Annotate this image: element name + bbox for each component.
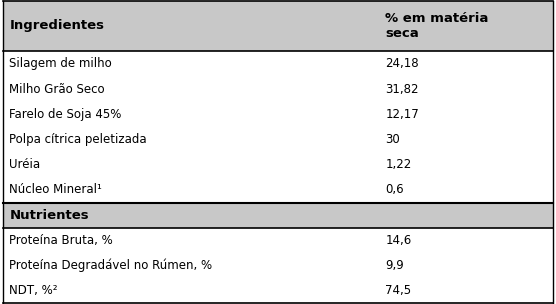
- Bar: [3, 152, 553, 177]
- Text: Silagem de milho: Silagem de milho: [9, 57, 112, 71]
- Text: 14,6: 14,6: [385, 234, 411, 247]
- Bar: [3, 1, 553, 51]
- Text: 12,17: 12,17: [385, 108, 419, 121]
- Bar: [3, 228, 553, 253]
- Text: NDT, %²: NDT, %²: [9, 284, 58, 297]
- Text: Polpa cítrica peletizada: Polpa cítrica peletizada: [9, 133, 147, 146]
- Bar: [3, 177, 553, 202]
- Text: Núcleo Mineral¹: Núcleo Mineral¹: [9, 184, 102, 196]
- Text: 1,22: 1,22: [385, 158, 411, 171]
- Text: % em matéria
seca: % em matéria seca: [385, 12, 489, 40]
- Bar: [3, 202, 553, 228]
- Text: 24,18: 24,18: [385, 57, 419, 71]
- Text: Nutrientes: Nutrientes: [9, 209, 89, 222]
- Text: Milho Grão Seco: Milho Grão Seco: [9, 83, 105, 96]
- Bar: [3, 127, 553, 152]
- Text: Uréia: Uréia: [9, 158, 41, 171]
- Text: Proteína Bruta, %: Proteína Bruta, %: [9, 234, 113, 247]
- Text: 0,6: 0,6: [385, 184, 404, 196]
- Bar: [3, 253, 553, 278]
- Text: Proteína Degradável no Rúmen, %: Proteína Degradável no Rúmen, %: [9, 259, 212, 272]
- Text: 9,9: 9,9: [385, 259, 404, 272]
- Bar: [3, 77, 553, 102]
- Text: 74,5: 74,5: [385, 284, 411, 297]
- Bar: [3, 102, 553, 127]
- Text: Farelo de Soja 45%: Farelo de Soja 45%: [9, 108, 122, 121]
- Bar: [3, 278, 553, 303]
- Text: Ingredientes: Ingredientes: [9, 19, 105, 33]
- Text: 31,82: 31,82: [385, 83, 419, 96]
- Text: 30: 30: [385, 133, 400, 146]
- Bar: [3, 51, 553, 77]
